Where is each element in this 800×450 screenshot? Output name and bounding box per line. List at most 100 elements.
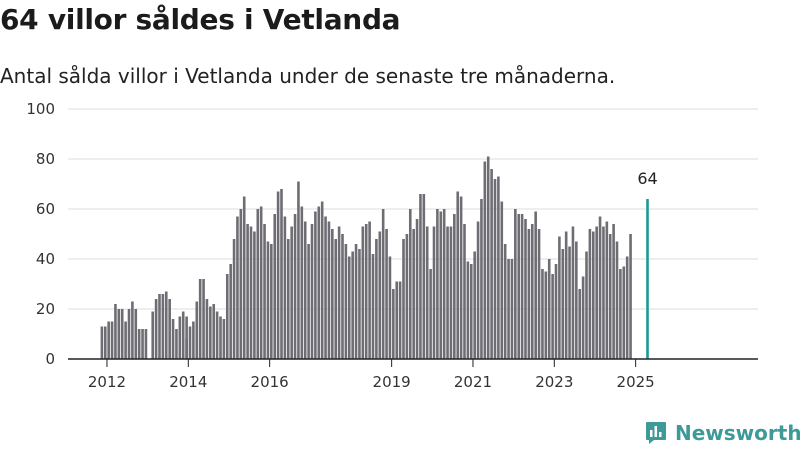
data-label: 64 <box>637 169 657 188</box>
bar <box>188 326 192 359</box>
bar <box>622 266 626 359</box>
bar <box>473 251 476 359</box>
bar <box>168 299 171 359</box>
bar <box>266 241 270 359</box>
bar <box>368 221 371 359</box>
bar <box>185 316 188 359</box>
bar <box>337 226 341 359</box>
bar <box>270 244 273 359</box>
bar <box>137 329 141 359</box>
bar <box>324 216 327 359</box>
x-tick-label: 2019 <box>373 373 411 391</box>
bar <box>117 309 121 359</box>
chart-subtitle: Antal sålda villor i Vetlanda under de s… <box>0 64 616 88</box>
bar <box>619 269 622 359</box>
bar <box>510 259 514 359</box>
bar <box>442 209 446 359</box>
bar <box>612 224 615 359</box>
x-tick-label: 2021 <box>454 373 492 391</box>
bar <box>551 274 554 359</box>
bar <box>344 244 348 359</box>
bar <box>561 249 565 359</box>
bar <box>293 214 297 359</box>
bar <box>354 244 358 359</box>
bar <box>347 256 351 359</box>
chart-title: 64 villor såldes i Vetlanda <box>0 3 401 36</box>
bar <box>310 224 314 359</box>
bar <box>507 259 510 359</box>
bar <box>459 196 463 359</box>
bar <box>256 209 260 359</box>
bar <box>408 209 412 359</box>
bar <box>151 311 155 359</box>
bar <box>432 226 436 359</box>
bar <box>524 219 527 359</box>
bar <box>415 219 419 359</box>
bar <box>124 321 127 359</box>
bar <box>242 196 246 359</box>
bar <box>334 239 338 359</box>
bar <box>297 181 300 359</box>
x-tick-label: 2014 <box>169 373 207 391</box>
bar <box>283 216 287 359</box>
bar <box>236 216 239 359</box>
bar <box>239 209 243 359</box>
bar <box>425 226 429 359</box>
bar <box>178 316 182 359</box>
bar <box>530 224 534 359</box>
bar <box>202 279 205 359</box>
bar <box>605 221 609 359</box>
bar <box>456 191 460 359</box>
bar <box>103 326 107 359</box>
bar <box>405 234 409 359</box>
bar <box>527 229 531 359</box>
bar <box>114 304 117 359</box>
bar <box>517 214 521 359</box>
bar <box>503 244 507 359</box>
bar <box>219 316 222 359</box>
bar <box>608 234 612 359</box>
bar <box>429 269 432 359</box>
bar <box>273 214 277 359</box>
y-tick-label: 60 <box>36 200 55 218</box>
bar <box>209 306 212 359</box>
bar <box>568 246 571 359</box>
bar <box>602 226 605 359</box>
newsworthy-chart-logo-icon <box>646 422 666 444</box>
bar <box>331 229 334 359</box>
bar <box>215 311 219 359</box>
bar <box>381 209 385 359</box>
bar <box>575 241 578 359</box>
bar <box>341 234 344 359</box>
bar <box>398 281 402 359</box>
bar <box>303 221 307 359</box>
y-tick-label: 80 <box>36 150 55 168</box>
bar <box>361 226 365 359</box>
bar <box>534 211 537 359</box>
bar <box>371 254 375 359</box>
bar <box>419 194 422 359</box>
bar <box>469 264 473 359</box>
bar <box>598 216 602 359</box>
x-tick-label: 2016 <box>251 373 289 391</box>
bar <box>480 199 483 359</box>
brand-logo: Newsworthy <box>645 419 800 447</box>
bar <box>375 239 378 359</box>
bar <box>110 321 114 359</box>
bar <box>286 239 290 359</box>
bar <box>476 221 480 359</box>
bar <box>164 291 168 359</box>
bar <box>483 161 487 359</box>
bar <box>198 279 202 359</box>
bar <box>554 264 558 359</box>
x-tick-label: 2023 <box>535 373 573 391</box>
bar <box>585 251 588 359</box>
bar <box>253 231 256 359</box>
bar <box>175 329 178 359</box>
bar <box>564 231 568 359</box>
bar <box>307 244 310 359</box>
bar <box>544 271 548 359</box>
y-tick-label: 40 <box>36 250 55 268</box>
bar <box>591 231 595 359</box>
bar <box>490 169 493 359</box>
